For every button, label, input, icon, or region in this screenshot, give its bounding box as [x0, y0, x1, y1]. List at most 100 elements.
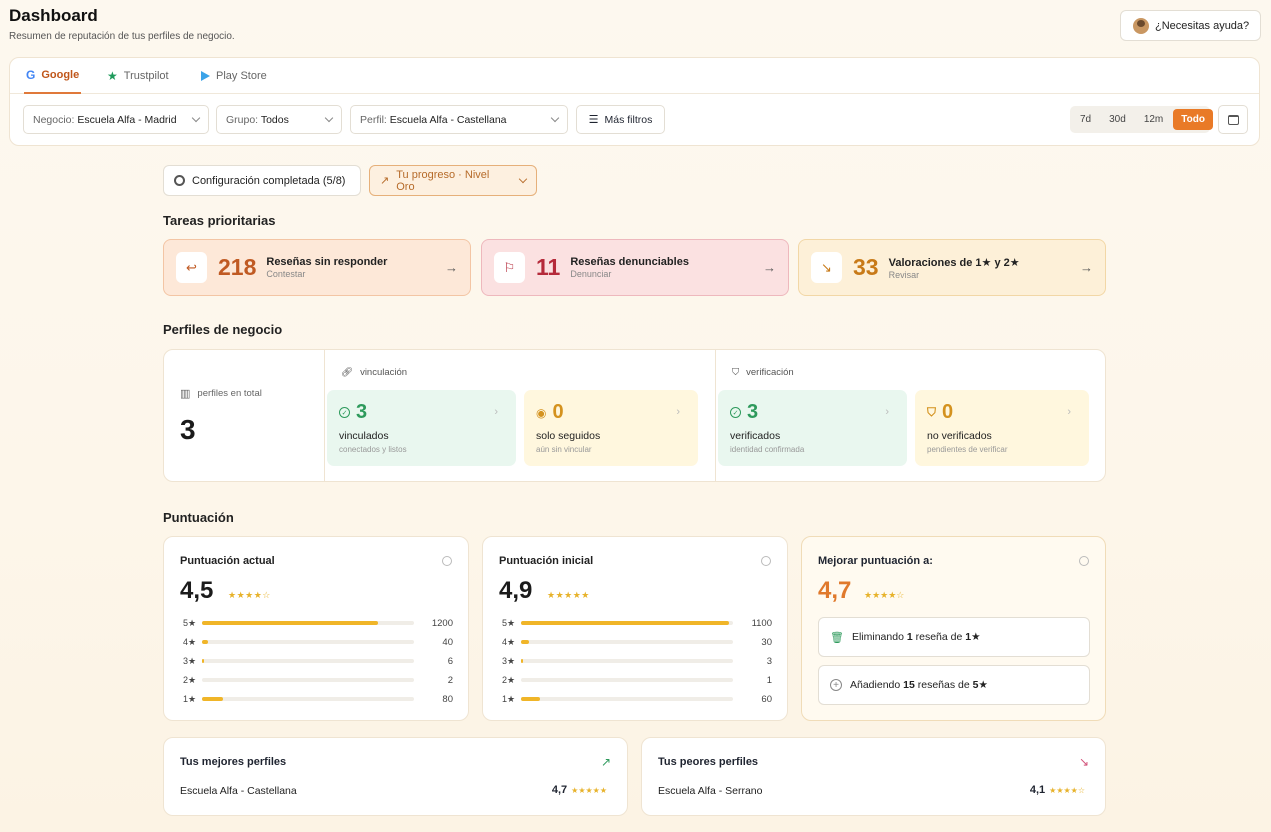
rating-star-label: 5★: [502, 617, 516, 628]
tab-play-store[interactable]: Play Store: [201, 58, 267, 94]
info-icon[interactable]: [442, 556, 452, 566]
trend-down-icon: ↘: [811, 252, 842, 283]
range-todo[interactable]: Todo: [1173, 109, 1213, 130]
check-circle-icon: ✓: [730, 407, 741, 418]
avatar-icon: [1133, 17, 1149, 34]
task-reportable-reviews[interactable]: ⚐ 11 Reseñas denunciables Denunciar →: [481, 239, 789, 296]
rating-bar-track: [521, 621, 733, 625]
option-star: 1★: [965, 631, 981, 643]
option-text: reseña de: [915, 631, 963, 643]
range-7d[interactable]: 7d: [1080, 114, 1092, 125]
current-score-value: 4,5: [180, 577, 214, 604]
add-reviews-option[interactable]: + Añadiendo 15 reseñas de 5★: [818, 665, 1090, 705]
rating-bar-row: 3★ 3: [502, 655, 772, 667]
task-action: Contestar: [266, 269, 306, 279]
current-score-title: Puntuación actual: [180, 555, 275, 567]
rating-bar-fill: [202, 621, 378, 625]
arrow-right-icon: →: [1080, 260, 1093, 275]
range-12m[interactable]: 12m: [1143, 114, 1164, 125]
chevron-down-icon: [324, 113, 334, 123]
info-icon[interactable]: [1079, 556, 1089, 566]
chevron-down-icon: [518, 174, 528, 184]
unverified-label: no verificados: [927, 430, 992, 442]
remove-review-option[interactable]: 🗑︎ Eliminando 1 reseña de 1★: [818, 617, 1090, 657]
more-filters-button[interactable]: ☰ Más filtros: [576, 105, 665, 134]
followed-profiles-card[interactable]: ◉ 0 solo seguidos aún sin vincular ›: [524, 390, 698, 466]
best-profile-name[interactable]: Escuela Alfa - Castellana: [180, 785, 297, 797]
chevron-right-icon: ›: [1067, 406, 1071, 418]
rating-star-label: 2★: [183, 674, 197, 685]
improve-score-card: Mejorar puntuación a: 4,7 ★★★★☆ 🗑︎ Elimi…: [801, 536, 1106, 721]
initial-score-card: Puntuación inicial 4,9 ★★★★★ 5★ 1100 4★ 30 3…: [482, 536, 788, 721]
filter-lines-icon: ☰: [588, 114, 599, 126]
best-profiles-card: Tus mejores perfiles ↗ Escuela Alfa - Ca…: [163, 737, 628, 816]
task-unanswered-reviews[interactable]: ↩ 218 Reseñas sin responder Contestar →: [163, 239, 471, 296]
linked-profiles-card[interactable]: ✓ 3 vinculados conectados y listos ›: [327, 390, 516, 466]
more-filters-label: Más filtros: [604, 113, 653, 126]
followed-label: solo seguidos: [536, 430, 601, 442]
negocio-select[interactable]: Negocio: Escuela Alfa - Madrid: [23, 105, 209, 134]
task-title: Reseñas sin responder: [266, 256, 388, 268]
range-30d[interactable]: 30d: [1109, 114, 1126, 125]
rating-bar-track: [521, 697, 733, 701]
rating-bar-fill: [202, 659, 205, 663]
rating-bar-fill: [202, 697, 224, 701]
unverified-profiles-card[interactable]: ⛉ 0 no verificados pendientes de verifica…: [915, 390, 1089, 466]
chevron-down-icon: [191, 113, 201, 123]
option-text: Añadiendo: [850, 679, 901, 691]
rating-star-label: 4★: [183, 636, 197, 647]
grupo-value: Todos: [260, 113, 289, 126]
divider: [324, 350, 325, 481]
profiles-total-count: 3: [180, 414, 196, 445]
rating-star-label: 3★: [183, 655, 197, 666]
filters-card: G Google ★ Trustpilot Play Store Negocio…: [9, 57, 1260, 146]
option-text: reseñas de: [917, 679, 970, 691]
best-profiles-title: Tus mejores perfiles: [180, 756, 287, 768]
option-text: Eliminando: [851, 631, 904, 643]
date-range-toggle: 7d 30d 12m Todo: [1070, 106, 1213, 133]
tasks-section-title: Tareas prioritarias: [163, 213, 276, 228]
worst-profile-name[interactable]: Escuela Alfa - Serrano: [658, 785, 763, 797]
linked-sublabel: conectados y listos: [339, 445, 407, 454]
config-progress-button[interactable]: Configuración completada (5/8): [163, 165, 361, 196]
arrow-right-icon: →: [445, 260, 458, 275]
rating-star-label: 2★: [502, 674, 516, 685]
initial-score-stars: ★★★★★: [547, 590, 590, 600]
trend-down-icon: ↘: [1078, 755, 1089, 769]
tab-label: Google: [41, 69, 80, 81]
plus-circle-icon: +: [830, 679, 842, 691]
rating-star-label: 1★: [183, 693, 197, 704]
trend-up-icon: ↗: [600, 755, 611, 769]
profiles-total-label: perfiles en total: [197, 388, 262, 399]
tab-google[interactable]: G Google: [24, 58, 82, 94]
trash-icon: 🗑︎: [830, 631, 844, 644]
tab-trustpilot[interactable]: ★ Trustpilot: [107, 58, 169, 94]
worst-profile-score: 4,1: [1029, 784, 1046, 796]
rating-bar-fill: [521, 659, 524, 663]
rating-bar-row: 1★ 60: [502, 693, 772, 705]
task-low-ratings[interactable]: ↘ 33 Valoraciones de 1★ y 2★ Revisar →: [798, 239, 1106, 296]
unverified-sublabel: pendientes de verificar: [927, 445, 1008, 454]
rating-bar-track: [521, 678, 733, 682]
rating-bar-row: 2★ 1: [502, 674, 772, 686]
rating-bar-fill: [521, 621, 729, 625]
grupo-select[interactable]: Grupo: Todos: [216, 105, 342, 134]
improve-score-title: Mejorar puntuación a:: [818, 555, 933, 567]
trend-up-icon: ↗: [380, 175, 390, 187]
rating-bar-row: 1★ 80: [183, 693, 453, 705]
perfil-select[interactable]: Perfil: Escuela Alfa - Castellana: [350, 105, 568, 134]
help-button[interactable]: ¿Necesitas ayuda?: [1120, 10, 1261, 41]
score-section-title: Puntuación: [163, 510, 234, 525]
verified-count: 3: [747, 401, 759, 423]
rating-bar-row: 5★ 1100: [502, 617, 772, 629]
negocio-label: Negocio:: [33, 113, 75, 126]
info-icon[interactable]: [761, 556, 771, 566]
level-progress-button[interactable]: ↗ Tu progreso · Nivel Oro: [369, 165, 537, 196]
worst-profiles-title: Tus peores perfiles: [658, 756, 759, 768]
chevron-down-icon: [550, 113, 560, 123]
rating-bar-row: 4★ 30: [502, 636, 772, 648]
profiles-total-header: ▥ perfiles en total: [180, 387, 262, 400]
rating-star-label: 5★: [183, 617, 197, 628]
verified-profiles-card[interactable]: ✓ 3 verificados identidad confirmada ›: [718, 390, 907, 466]
calendar-button[interactable]: [1218, 105, 1248, 134]
